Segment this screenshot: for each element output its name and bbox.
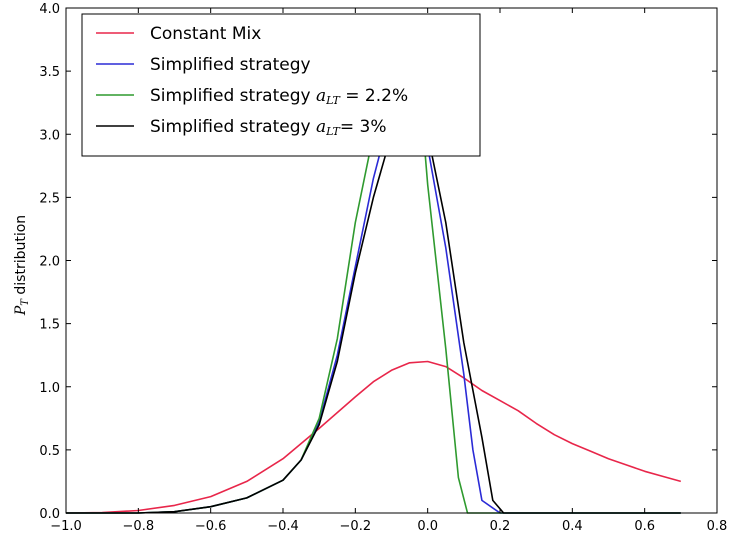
x-tick-label: 0.0 (417, 519, 438, 534)
legend-label-math: a (316, 86, 326, 106)
legend-label-suffix: = 2.2% (340, 86, 408, 106)
x-tick-label: −0.8 (123, 519, 155, 534)
x-tick-label: 0.8 (707, 519, 728, 534)
legend-label-text: Simplified strategy (150, 117, 316, 137)
x-tick-label: −0.4 (267, 519, 299, 534)
y-tick-label: 2.5 (39, 191, 60, 206)
y-tick-label: 0.0 (39, 507, 60, 522)
y-tick-label: 2.0 (39, 255, 60, 270)
legend-label-text: Simplified strategy (150, 55, 311, 75)
legend-label-1: Simplified strategy (150, 55, 311, 75)
legend-label-math: a (316, 117, 326, 137)
legend-label-text: Constant Mix (150, 24, 261, 44)
y-tick-label: 4.0 (39, 2, 60, 17)
y-axis-label-text: distribution (13, 215, 29, 299)
y-tick-label: 1.5 (39, 318, 60, 333)
x-tick-label: 0.4 (562, 519, 583, 534)
legend-label-suffix: = 3% (340, 117, 387, 137)
legend-label-0: Constant Mix (150, 24, 261, 44)
y-tick-label: 3.5 (39, 65, 60, 80)
y-tick-label: 0.5 (39, 444, 60, 459)
legend-label-text: Simplified strategy (150, 86, 316, 106)
y-axis-label: PT distribution (13, 215, 31, 316)
x-tick-label: 0.6 (634, 519, 655, 534)
x-tick-label: −0.6 (195, 519, 227, 534)
legend-label-3: Simplified strategy aLT= 3% (150, 117, 387, 138)
x-tick-label: −0.2 (340, 519, 372, 534)
y-axis-label-math: P (13, 305, 29, 316)
y-tick-label: 3.0 (39, 128, 60, 143)
y-tick-label: 1.0 (39, 381, 60, 396)
legend-label-2: Simplified strategy aLT = 2.2% (150, 86, 408, 107)
x-tick-label: 0.2 (490, 519, 511, 534)
series-line-0 (66, 362, 681, 514)
